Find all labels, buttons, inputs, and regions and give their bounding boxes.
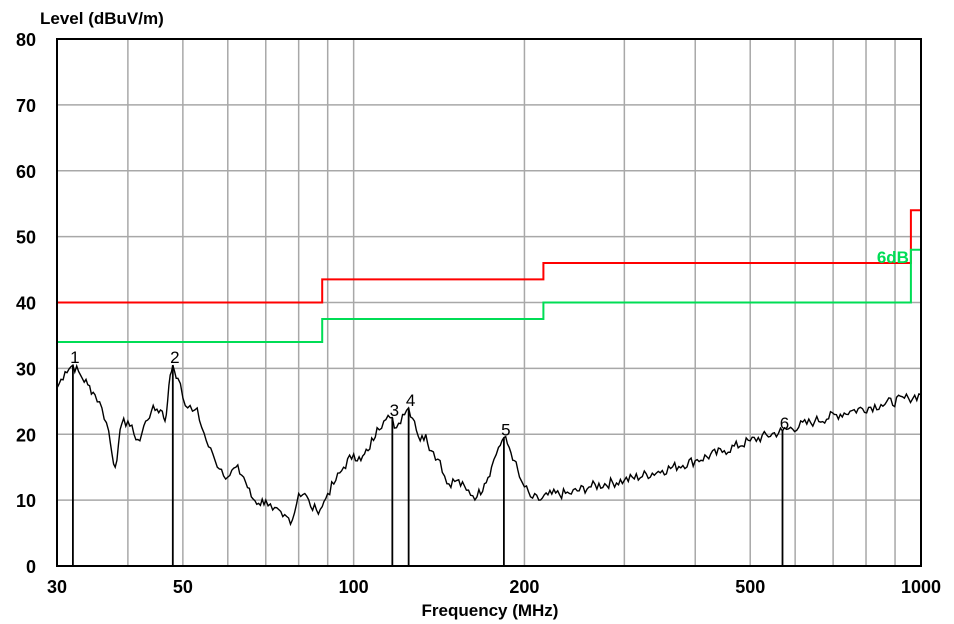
measurement-trace	[56, 363, 922, 527]
x-tick-labels: 30 50 100 200 500 1000	[47, 577, 941, 597]
x-tick-label: 500	[735, 577, 765, 597]
y-tick-label: 70	[16, 96, 36, 116]
peak-markers: 1 2 34 5 6	[70, 348, 789, 566]
x-tick-label: 30	[47, 577, 67, 597]
y-tick-label: 60	[16, 162, 36, 182]
marker-label: 4	[406, 391, 415, 410]
x-tick-label: 50	[173, 577, 193, 597]
y-axis-title: Level (dBuV/m)	[40, 9, 164, 28]
y-tick-label: 30	[16, 359, 36, 379]
x-tick-label: 200	[509, 577, 539, 597]
limit-line	[57, 209, 921, 304]
y-tick-label: 0	[26, 557, 36, 577]
marker-label: 2	[170, 348, 179, 367]
y-tick-label: 10	[16, 491, 36, 511]
x-axis-title: Frequency (MHz)	[422, 601, 559, 620]
plot-frame	[56, 38, 922, 567]
x-tick-label: 100	[339, 577, 369, 597]
marker-label: 6	[780, 414, 789, 433]
margin-line	[57, 248, 921, 343]
marker-label: 1	[70, 348, 79, 367]
y-tick-label: 80	[16, 30, 36, 50]
y-tick-labels: 0 10 20 30 40 50 60 70 80	[16, 30, 36, 577]
x-tick-label: 1000	[901, 577, 941, 597]
marker-label: 5	[501, 421, 510, 440]
y-tick-label: 40	[16, 294, 36, 314]
y-tick-label: 50	[16, 228, 36, 248]
marker-label: 3	[390, 401, 399, 420]
y-tick-label: 20	[16, 425, 36, 445]
margin-label: 6dB	[877, 248, 909, 267]
plot-lines: 6dB	[56, 209, 922, 527]
